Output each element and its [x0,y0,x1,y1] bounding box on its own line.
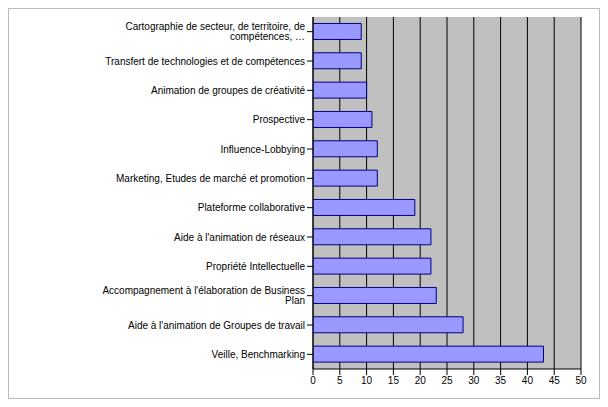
svg-text:20: 20 [415,375,427,386]
svg-text:0: 0 [310,375,316,386]
svg-text:Aide à l'animation de réseaux: Aide à l'animation de réseaux [174,232,305,243]
svg-text:Transfert de technologies et d: Transfert de technologies et de compéten… [105,56,305,67]
svg-text:Marketing, Etudes de marché et: Marketing, Etudes de marché et promotion [116,173,305,184]
svg-text:Plateforme collaborative: Plateforme collaborative [198,202,306,213]
svg-text:45: 45 [549,375,561,386]
svg-text:Propriété Intellectuelle: Propriété Intellectuelle [206,261,305,272]
svg-text:Animation de groupes de créati: Animation de groupes de créativité [151,85,305,96]
svg-text:Influence-Lobbying: Influence-Lobbying [220,144,305,155]
svg-text:Veille, Benchmarking: Veille, Benchmarking [212,349,305,360]
svg-text:40: 40 [522,375,534,386]
svg-text:30: 30 [468,375,480,386]
svg-text:Prospective: Prospective [253,114,306,125]
svg-text:10: 10 [361,375,373,386]
svg-text:Aide à l'animation de Groupes: Aide à l'animation de Groupes de travail [128,320,305,331]
svg-text:15: 15 [388,375,400,386]
svg-text:Cartographie de secteur, de te: Cartographie de secteur, de territoire, … [125,21,305,42]
svg-text:5: 5 [337,375,343,386]
svg-text:50: 50 [575,375,587,386]
svg-text:35: 35 [495,375,507,386]
svg-text:25: 25 [441,375,453,386]
svg-text:Accompagnement à l'élaboration: Accompagnement à l'élaboration de Busine… [102,285,305,306]
